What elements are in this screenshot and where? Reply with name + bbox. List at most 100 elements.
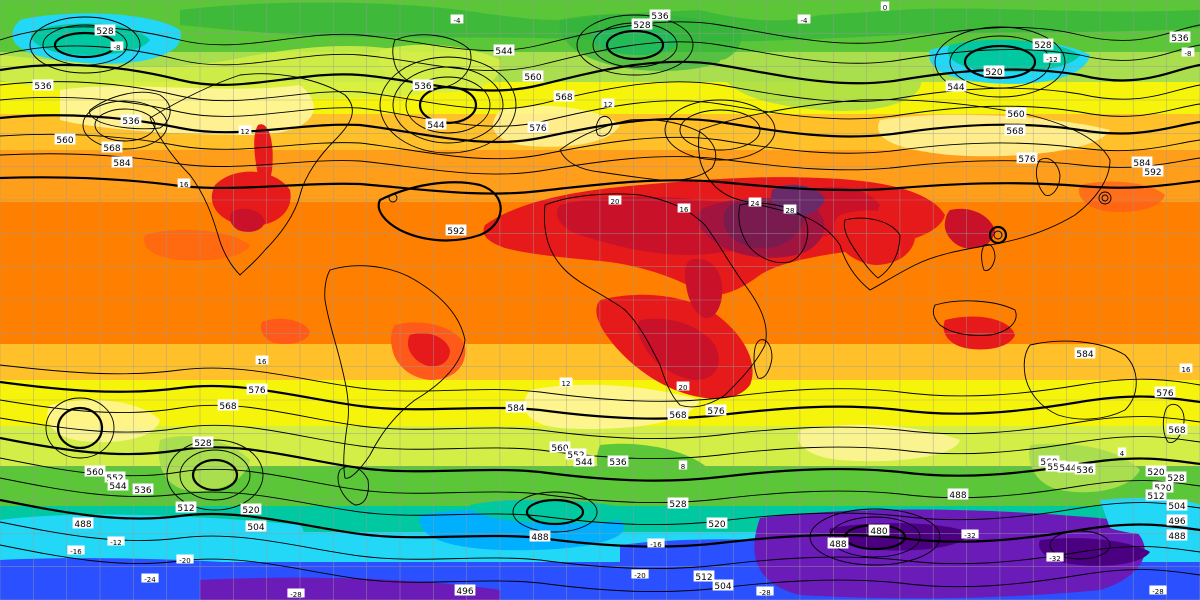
contour-label: 560	[54, 133, 76, 146]
indonesia-red	[943, 316, 1015, 350]
low-pacific-east-2	[1101, 194, 1109, 202]
contour-label-box	[1165, 471, 1187, 483]
contour-label-text: 568	[219, 402, 236, 412]
contour-label-text: 536	[651, 12, 668, 22]
contour-label-text: 504	[247, 523, 264, 533]
temperature-label: 16	[1179, 363, 1193, 374]
contour-label-box	[827, 537, 849, 549]
contour-label: 512	[175, 501, 197, 514]
usa-red	[211, 171, 291, 226]
contour-label-text: 520	[1147, 468, 1164, 478]
contour-label-box	[1032, 38, 1054, 50]
contour-label-box	[217, 399, 239, 411]
russia-green-light	[719, 55, 922, 111]
contour-label-box	[120, 114, 142, 126]
contour-label-text: 568	[669, 411, 686, 421]
contour-label-text: 576	[529, 124, 546, 134]
low-south-pacific	[191, 458, 239, 492]
low-hudson-4	[379, 56, 517, 154]
contour-label-text: 528	[669, 500, 686, 510]
coast-europe	[559, 119, 717, 181]
contour-label-text: 504	[1168, 502, 1185, 512]
contour-label-box	[693, 570, 715, 582]
north-atlantic-green	[559, 14, 742, 71]
contour-label: 528	[631, 18, 653, 31]
contour-label-box	[706, 517, 728, 529]
low-hudson-3	[392, 66, 504, 144]
contour-label: 488	[947, 488, 969, 501]
contour-label-box	[94, 24, 116, 36]
temperature-label: -12	[1043, 53, 1061, 64]
temperature-label: -8	[1181, 47, 1195, 58]
contour-label-box	[104, 471, 126, 483]
contour-label-box	[54, 133, 76, 145]
contour-sh-6	[0, 457, 1200, 504]
contour-label-box	[1166, 529, 1188, 541]
coast-indonesia	[932, 300, 1017, 336]
contour-label: 568	[667, 408, 689, 421]
contour-label-box	[1166, 423, 1188, 435]
contour-label-text: 520	[1154, 484, 1171, 494]
contour-label: 576	[705, 404, 727, 417]
contour-label-box	[527, 121, 549, 133]
contour-label-text: 552	[106, 474, 123, 484]
typhoon-west-pacific	[988, 225, 1008, 245]
contour-label-box	[111, 156, 133, 168]
low-iceland-3	[576, 14, 694, 76]
contour-sh-3	[0, 399, 1200, 440]
contour-label: 576	[527, 121, 549, 134]
contour-label-box	[947, 488, 969, 500]
contour-label-box	[1142, 165, 1164, 177]
contour-label-text: 560	[1007, 110, 1024, 120]
contour-label-text: 536	[609, 458, 626, 468]
contour-label-text: 568	[1168, 426, 1185, 436]
contour-label: 544	[425, 118, 447, 131]
contour-label: 584	[1074, 347, 1096, 360]
temperature-label: -4	[450, 14, 464, 25]
central-pacific-redorange	[144, 229, 250, 261]
contour-label-box	[132, 483, 154, 495]
contour-nh-4	[0, 81, 1200, 110]
temperature-label-box	[783, 204, 797, 214]
contour-label-text: 544	[109, 482, 126, 492]
contour-label: 504	[712, 579, 734, 592]
contour-label-text: 584	[1076, 350, 1093, 360]
contour-label: 520	[706, 517, 728, 530]
contour-label: 520	[983, 65, 1005, 78]
contour-label: 496	[1166, 514, 1188, 527]
contour-label-box	[192, 436, 214, 448]
temperature-label-text: 0	[883, 4, 887, 12]
contour-nh-9	[0, 176, 1200, 195]
contour-label-text: 520	[242, 506, 259, 516]
contour-label-text: 536	[134, 486, 151, 496]
contour-label-box	[1074, 347, 1096, 359]
contour-label: 512	[693, 570, 715, 583]
contour-label-box	[175, 501, 197, 513]
contour-label: 544	[573, 455, 595, 468]
contour-label-box	[667, 497, 689, 509]
temperature-label-box	[677, 203, 691, 213]
low-south-pacific-2	[179, 449, 251, 501]
contour-label-box	[1166, 514, 1188, 526]
temperature-label-text: -16	[650, 541, 662, 549]
temperature-label-text: -16	[70, 548, 82, 556]
contour-sh-1	[0, 364, 1200, 402]
coast-alaska	[89, 91, 171, 130]
temperature-label: -24	[141, 573, 159, 584]
temperature-label-box	[748, 197, 762, 207]
low-south-atlantic-2	[512, 491, 598, 533]
temperature-label: -20	[631, 569, 649, 580]
contour-label-text: 512	[695, 573, 712, 583]
temperature-label: -12	[107, 536, 125, 547]
temperature-label-box	[678, 460, 688, 470]
contour-label-text: 504	[714, 582, 731, 592]
temperature-label-box	[110, 41, 124, 51]
temperature-label-text: 4	[1120, 450, 1125, 458]
contour-label-text: 576	[248, 386, 265, 396]
contour-label-box	[246, 383, 268, 395]
high-south-pacific	[56, 406, 104, 450]
contour-label: 536	[1074, 463, 1096, 476]
contour-label-box	[667, 408, 689, 420]
contour-label-box	[1145, 489, 1167, 501]
